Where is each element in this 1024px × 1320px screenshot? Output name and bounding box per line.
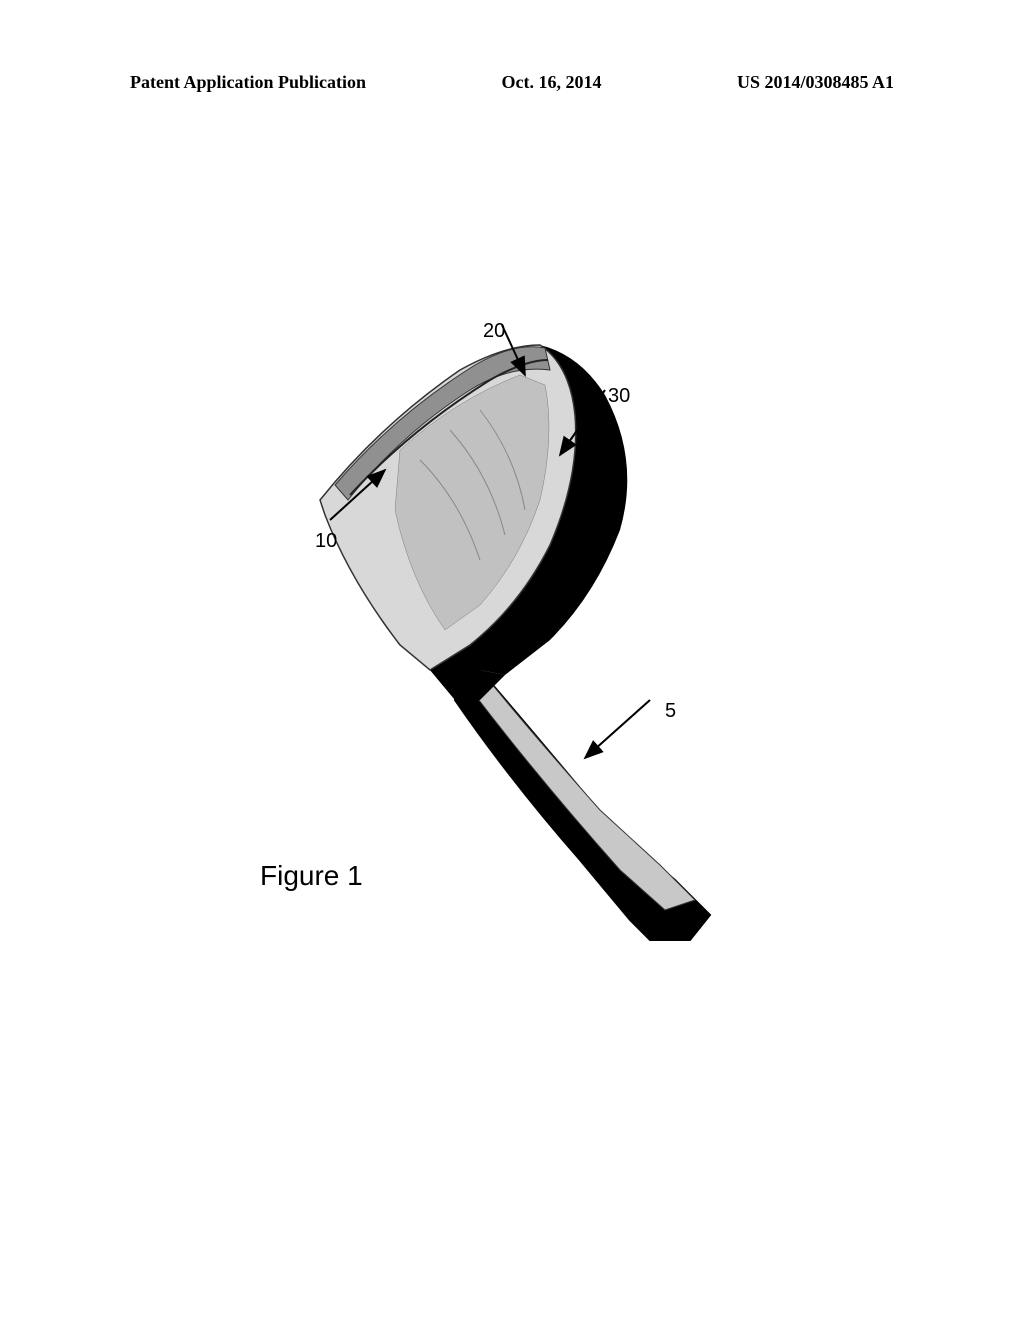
page-header: Patent Application Publication Oct. 16, … (0, 72, 1024, 93)
header-publication-number: US 2014/0308485 A1 (737, 72, 894, 93)
ref-number-20: 20 (483, 320, 505, 343)
ref-number-10: 10 (315, 530, 337, 553)
ref-number-30: 30 (608, 385, 630, 408)
upper-section (320, 345, 627, 700)
header-date: Oct. 16, 2014 (502, 72, 602, 93)
figure-drawing (200, 300, 820, 950)
patent-figure (200, 300, 820, 950)
ref-number-5: 5 (665, 700, 676, 723)
figure-caption: Figure 1 (260, 860, 363, 892)
header-publication-type: Patent Application Publication (130, 72, 366, 93)
lower-section (455, 645, 710, 940)
